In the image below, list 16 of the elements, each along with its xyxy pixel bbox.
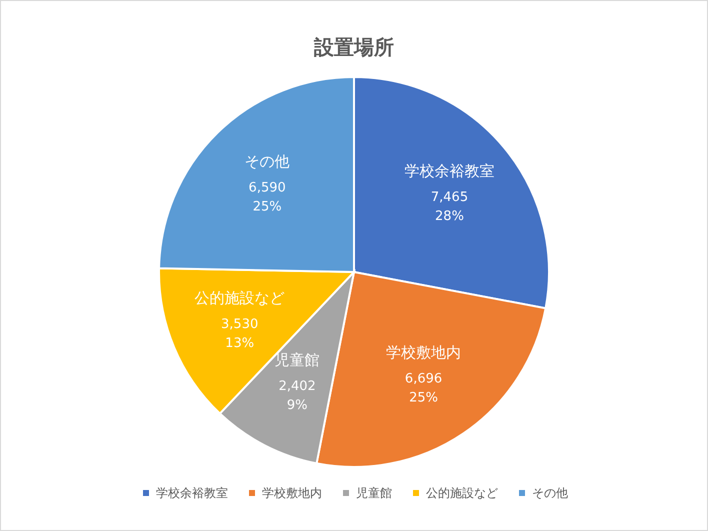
data-label: 6,696 25%	[404, 372, 442, 406]
slice-label: 公的施設など	[194, 288, 285, 307]
slice-label: 学校余裕教室	[404, 162, 494, 180]
data-label: 3,530 13%	[221, 316, 258, 351]
legend-label: 学校余裕教室	[156, 486, 228, 500]
legend-label: 児童館	[356, 486, 392, 500]
slice-label: 児童館	[274, 351, 320, 370]
legend-label: 学校敷地内	[262, 486, 322, 500]
slice-label: その他	[244, 152, 290, 170]
data-label: 6,590 25%	[248, 180, 286, 214]
chart-title: 設置場所	[313, 35, 394, 59]
legend-label: 公的施設など	[426, 486, 498, 500]
legend-label: その他	[532, 486, 568, 500]
data-label: 2,402 9%	[278, 379, 316, 414]
data-label: 7,465 28%	[430, 190, 468, 224]
slice-label: 学校敷地内	[386, 344, 462, 362]
